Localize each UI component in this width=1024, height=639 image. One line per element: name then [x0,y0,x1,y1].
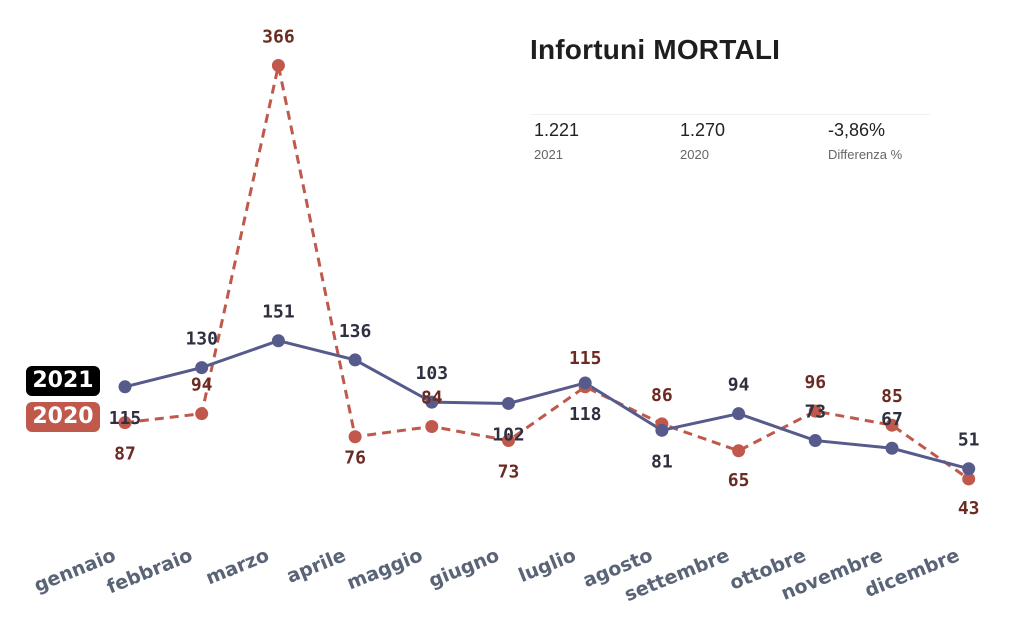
label-2020-novembre: 85 [881,386,903,407]
point-2021-maggio [425,395,439,409]
point-2021-aprile [348,353,362,367]
x-tick-maggio: maggio [344,544,426,594]
point-2020-giugno [502,434,515,448]
kpi-2021-value: 1.221 [534,120,580,140]
x-tick-giugno: giugno [426,544,503,592]
label-2020-gennaio: 87 [114,444,136,465]
label-2021-ottobre: 73 [804,402,826,423]
legend-badge-2020: 2020 [26,402,100,432]
x-tick-luglio: luglio [515,544,579,587]
x-tick-gennaio: gennaio [31,544,119,597]
data-markers [118,59,976,486]
point-2021-febbraio [195,361,209,375]
label-2021-giugno: 102 [492,424,525,445]
label-2021-marzo: 151 [262,302,295,323]
series-2021-path [124,339,970,471]
series-2020-line [124,65,970,481]
kpi-2021-label: 2021 [534,147,563,162]
label-2020-maggio: 84 [421,387,443,408]
kpi-2020-value: 1.270 [680,120,726,140]
point-2020-gennaio [118,416,132,430]
kpi-divider [530,114,930,115]
x-tick-febbraio: febbraio [104,544,196,598]
chart-title: Infortuni MORTALI [530,34,781,65]
label-2020-dicembre: 43 [958,498,980,519]
label-2020-marzo: 366 [262,27,295,48]
label-2021-dicembre: 51 [958,430,980,451]
point-2020-aprile [348,430,362,444]
x-tick-marzo: marzo [203,544,273,589]
point-2021-luglio [578,376,592,390]
x-tick-aprile: aprile [284,544,349,588]
kpi-2020-label: 2020 [680,147,709,162]
point-2021-settembre [732,407,746,421]
label-2021-gennaio: 115 [109,408,142,429]
kpi-difference-label: Differenza % [828,147,903,162]
label-2021-aprile: 136 [339,321,372,342]
series-2020-path [124,65,970,481]
point-2020-marzo [271,59,285,73]
kpi-2020: 1.270 2020 [680,120,725,162]
label-2020-agosto: 86 [651,385,673,406]
point-2021-giugno [502,396,515,410]
label-2021-maggio: 103 [416,363,449,384]
point-2020-ottobre [808,404,822,418]
kpi-difference-value: -3,86% [828,120,886,140]
label-2021-luglio: 118 [569,404,602,425]
point-2021-novembre [885,441,899,455]
point-2021-ottobre [808,434,822,448]
series-2021-line [124,339,970,471]
point-2020-settembre [732,444,746,458]
label-2020-ottobre: 96 [804,372,826,393]
point-2020-febbraio [195,407,209,421]
label-2020-aprile: 76 [344,448,366,469]
label-2021-settembre: 94 [728,375,750,396]
point-2020-dicembre [962,472,976,486]
label-2021-febbraio: 130 [185,329,218,350]
point-2020-maggio [425,419,439,433]
point-2021-agosto [655,423,669,437]
label-2020-febbraio: 94 [191,375,213,396]
label-2021-agosto: 81 [651,451,673,472]
point-2021-gennaio [118,380,132,394]
point-2020-novembre [885,418,899,432]
data-labels: 87 94 366 76 84 73 115 86 65 96 85 43 115 130 151 136 10… [109,27,980,519]
kpi-2021: 1.221 2021 [534,120,579,162]
label-2020-luglio: 115 [569,348,602,369]
label-2021-novembre: 67 [881,409,903,430]
label-2020-giugno: 73 [498,462,520,483]
point-2021-marzo [271,334,285,348]
kpi-difference: -3,86% Differenza % [828,120,902,162]
point-2021-dicembre [962,462,976,476]
legend-badge-2021: 2021 [26,366,100,396]
label-2020-settembre: 65 [728,470,750,491]
